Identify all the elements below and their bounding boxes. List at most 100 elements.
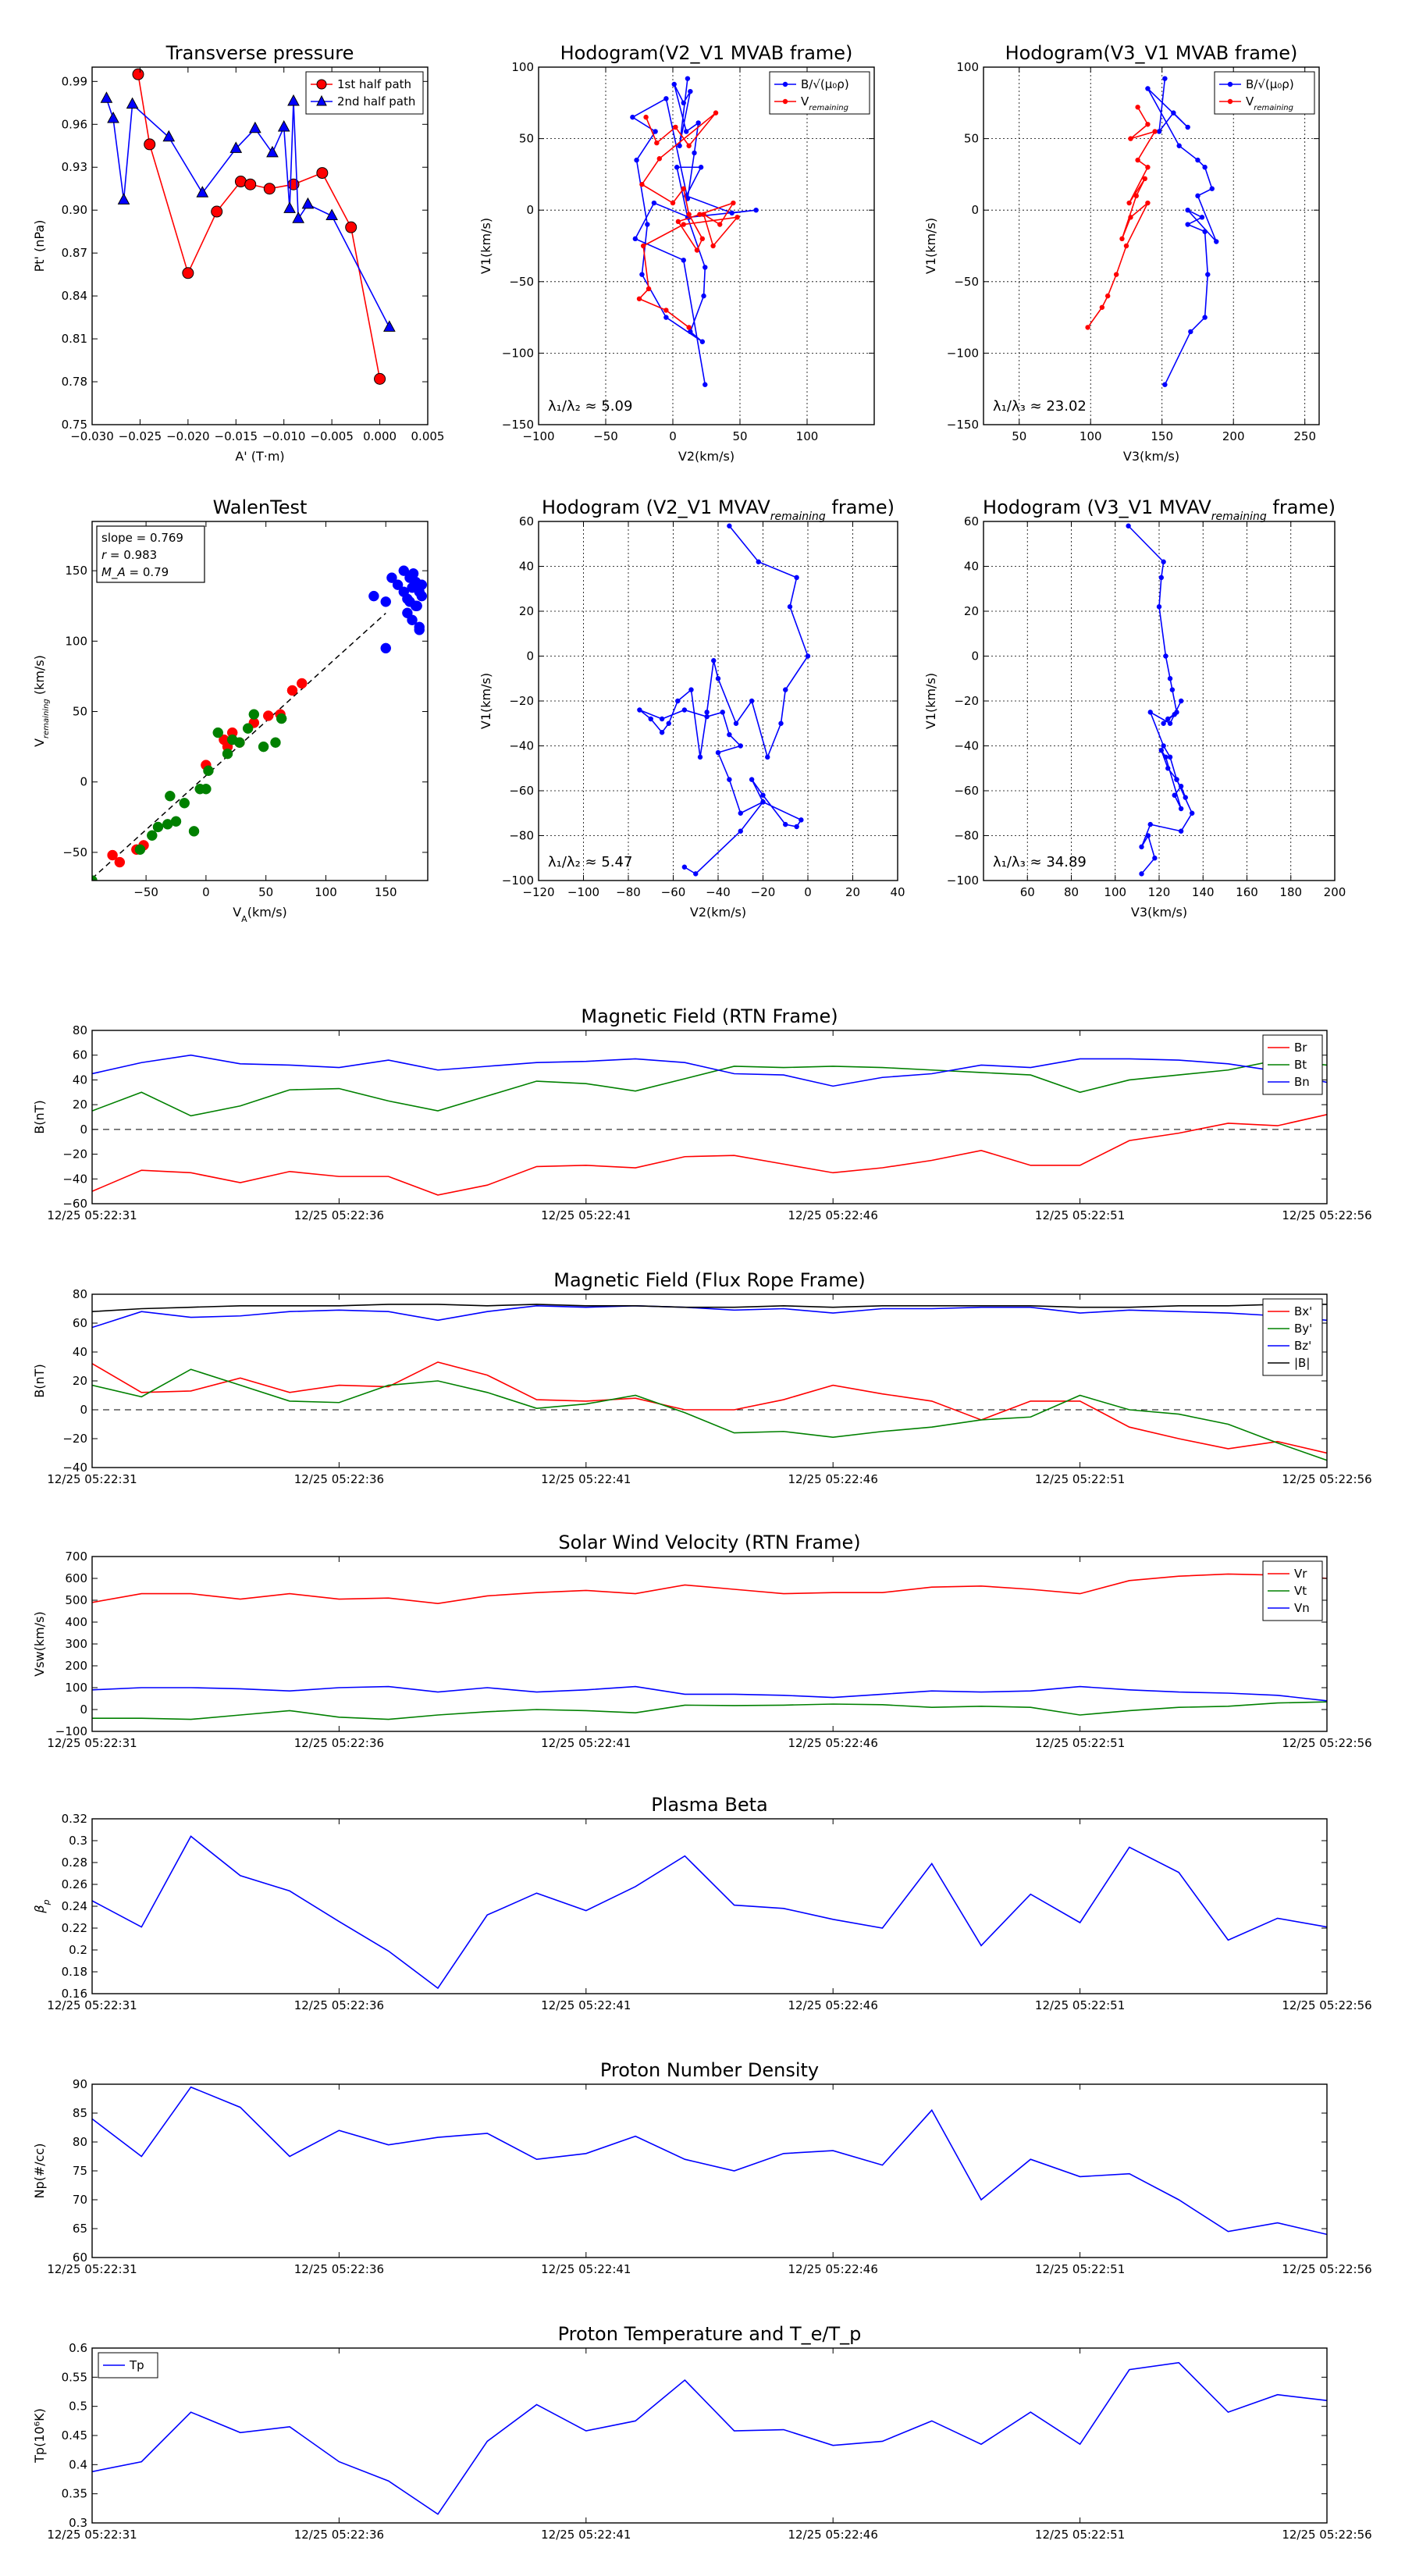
y-tick-label: −100 bbox=[502, 873, 534, 888]
legend-item: 1st half path bbox=[311, 77, 411, 91]
legend-item: B/√(μ₀ρ) bbox=[1219, 77, 1294, 91]
eigenvalue-ratio: λ₁/λ₃ ≈ 34.89 bbox=[993, 854, 1087, 870]
data-point bbox=[738, 743, 743, 749]
data-point bbox=[640, 243, 646, 249]
x-tick-label: 12/25 05:22:46 bbox=[788, 1998, 878, 2012]
chart-title: Solar Wind Velocity (RTN Frame) bbox=[558, 1532, 860, 1553]
x-tick-label: 12/25 05:22:56 bbox=[1282, 1208, 1371, 1222]
series-line bbox=[92, 1304, 1327, 1329]
legend-label: By' bbox=[1294, 1322, 1312, 1336]
data-point bbox=[681, 222, 686, 227]
data-point bbox=[715, 676, 721, 681]
x-tick-label: 12/25 05:22:46 bbox=[788, 2528, 878, 2542]
x-tick-label: 80 bbox=[1064, 885, 1079, 899]
y-tick-label: 70 bbox=[73, 2193, 87, 2207]
y-axis-label: V1(km/s) bbox=[478, 673, 493, 729]
data-point bbox=[731, 200, 736, 206]
legend-label: 1st half path bbox=[337, 77, 411, 91]
y-tick-label: 40 bbox=[519, 560, 534, 574]
data-point bbox=[212, 727, 223, 738]
x-tick-label: −0.010 bbox=[262, 429, 306, 443]
solar_wind_velocity-panel: Solar Wind Velocity (RTN Frame) 12/25 05:… bbox=[32, 1532, 1372, 1750]
data-point bbox=[258, 741, 269, 753]
x-tick-label: −60 bbox=[661, 885, 686, 899]
x-tick-label: 12/25 05:22:46 bbox=[788, 1472, 878, 1486]
legend-label: Bz' bbox=[1294, 1339, 1311, 1353]
y-tick-label: 0.3 bbox=[69, 2516, 87, 2530]
y-tick-label: −20 bbox=[509, 694, 534, 708]
x-tick-label: −100 bbox=[522, 429, 554, 443]
series-line bbox=[92, 1685, 1327, 1702]
data-point bbox=[398, 565, 410, 576]
x-tick-label: −0.020 bbox=[166, 429, 210, 443]
x-tick-label: 12/25 05:22:56 bbox=[1282, 1998, 1371, 2012]
data-point bbox=[685, 76, 691, 81]
y-axis-label: V1(km/s) bbox=[478, 218, 493, 274]
hodogram_v3v1_mvav-panel: Hodogram (V3_V1 MVAVremaining frame) 60 80… bbox=[923, 496, 1346, 920]
data-point bbox=[1167, 676, 1173, 681]
data-point bbox=[749, 777, 755, 782]
y-tick-label: 50 bbox=[519, 132, 534, 146]
y-tick-label: 60 bbox=[519, 514, 534, 528]
data-point bbox=[704, 713, 710, 720]
data-point bbox=[753, 208, 759, 213]
data-point bbox=[1133, 193, 1139, 199]
x-tick-label: 50 bbox=[732, 429, 747, 443]
legend-item: Vn bbox=[1268, 1601, 1310, 1615]
series-v1-vs-v2 bbox=[637, 523, 811, 877]
legend-marker bbox=[1227, 81, 1233, 87]
data-point bbox=[277, 119, 290, 132]
data-point bbox=[637, 707, 642, 713]
data-point bbox=[756, 559, 761, 564]
data-point bbox=[1167, 754, 1173, 760]
data-point bbox=[727, 523, 732, 528]
legend-box bbox=[305, 71, 424, 115]
data-point bbox=[1139, 844, 1144, 850]
x-tick-label: 12/25 05:22:31 bbox=[47, 1736, 137, 1750]
data-point bbox=[1152, 129, 1158, 134]
y-tick-label: 100 bbox=[65, 1681, 87, 1695]
data-point bbox=[416, 590, 428, 602]
y-axis-label: Tp(10⁶K) bbox=[32, 2408, 47, 2464]
data-point bbox=[1178, 784, 1184, 789]
data-point bbox=[699, 236, 706, 242]
x-tick-label: 160 bbox=[1236, 885, 1258, 899]
stats-entry: r = 0.983 bbox=[101, 548, 157, 562]
hodogram_v3v1_mvab-panel: Hodogram(V3_V1 MVAB frame) 50 100 150 200 250… bbox=[923, 42, 1320, 464]
plot-area bbox=[100, 68, 396, 385]
data-point bbox=[1145, 122, 1151, 127]
x-tick-label: 12/25 05:22:36 bbox=[294, 2262, 384, 2276]
data-point bbox=[765, 754, 770, 760]
data-point bbox=[147, 830, 158, 841]
x-tick-label: −0.005 bbox=[310, 429, 354, 443]
data-point bbox=[270, 737, 281, 748]
data-point bbox=[266, 145, 279, 158]
y-tick-label: −80 bbox=[509, 829, 534, 843]
y-tick-label: 0.87 bbox=[62, 246, 87, 260]
y-tick-label: 600 bbox=[65, 1571, 87, 1585]
data-point bbox=[794, 824, 799, 830]
legend-item: Bx' bbox=[1268, 1304, 1312, 1318]
legend-item: B/√(μ₀ρ) bbox=[774, 77, 849, 91]
data-point bbox=[697, 754, 703, 760]
proton_density-panel: Proton Number Density 12/25 05:22:31 12/25… bbox=[32, 2059, 1372, 2276]
x-tick-label: 100 bbox=[1080, 429, 1102, 443]
series-v1-vs-v3 bbox=[1126, 523, 1195, 877]
plot-area bbox=[637, 523, 811, 877]
y-tick-label: −50 bbox=[62, 845, 87, 859]
y-tick-label: 0.90 bbox=[62, 203, 87, 217]
y-tick-label: 40 bbox=[73, 1073, 87, 1087]
legend-box bbox=[769, 71, 870, 115]
data-point bbox=[126, 97, 139, 109]
data-point bbox=[297, 678, 308, 689]
data-point bbox=[702, 265, 708, 270]
data-point bbox=[698, 165, 704, 170]
x-tick-label: 12/25 05:22:51 bbox=[1035, 1998, 1125, 2012]
x-tick-label: −40 bbox=[706, 885, 731, 899]
data-point bbox=[1085, 325, 1090, 330]
data-point bbox=[654, 140, 660, 146]
chart-title: Proton Number Density bbox=[600, 2059, 819, 2081]
chart-title: Transverse pressure bbox=[165, 42, 354, 64]
data-point bbox=[729, 210, 735, 216]
data-point bbox=[686, 143, 692, 148]
